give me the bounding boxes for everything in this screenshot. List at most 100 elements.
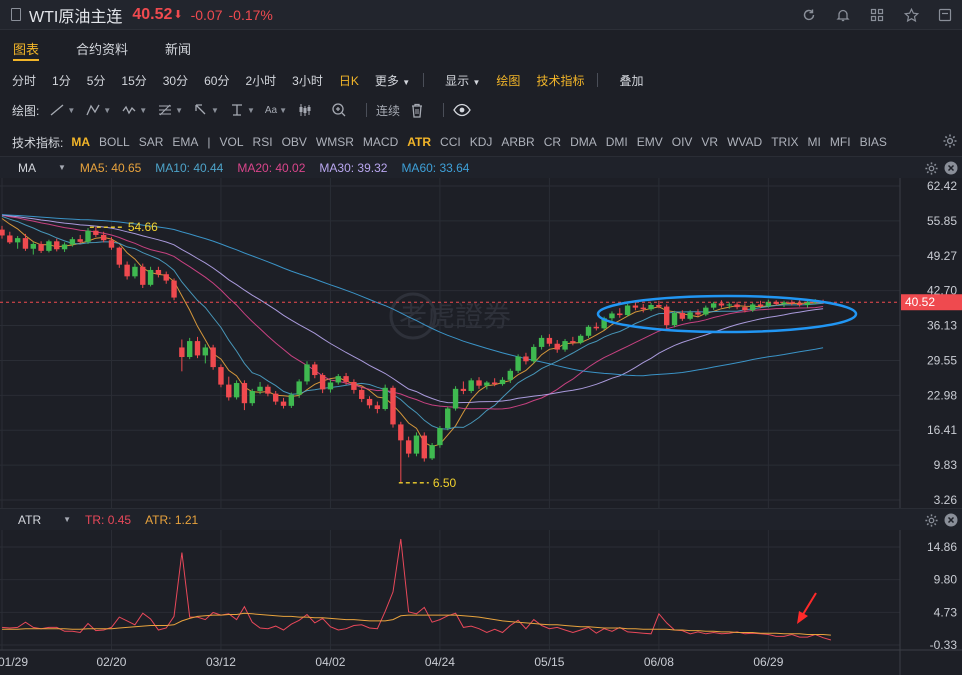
candle-body: [554, 343, 560, 350]
close-icon[interactable]: [944, 513, 958, 527]
candle-body: [499, 379, 506, 385]
indicator-bias[interactable]: BIAS: [859, 135, 887, 149]
grid-icon[interactable]: [860, 0, 894, 30]
indicator-wmsr[interactable]: WMSR: [315, 135, 354, 149]
period-5min[interactable]: 5分: [86, 73, 106, 88]
candle-body: [163, 274, 169, 281]
indicator-emv[interactable]: EMV: [636, 135, 663, 149]
candle-tool-icon[interactable]: [297, 103, 313, 117]
indicators-toggle[interactable]: 技术指标: [536, 73, 585, 88]
period-2hour[interactable]: 2小时: [245, 73, 277, 88]
candle-body: [765, 301, 772, 307]
candle-body: [38, 243, 44, 251]
candle-body: [562, 341, 568, 350]
candle-body: [531, 346, 537, 362]
period-intraday[interactable]: 分时: [12, 73, 37, 88]
sub-indicator-name: ATR: [18, 512, 42, 527]
period-15min[interactable]: 15分: [121, 73, 147, 88]
candle-body: [304, 364, 310, 382]
text-tool-icon[interactable]: Aa ▼: [264, 104, 288, 116]
indicator-mi[interactable]: MI: [807, 135, 821, 149]
indicator-trix[interactable]: TRIX: [771, 135, 799, 149]
indicator-atr[interactable]: ATR: [407, 135, 432, 149]
indicator-obv[interactable]: OBV: [281, 135, 307, 149]
period-more-label: 更多: [374, 73, 399, 88]
period-1min[interactable]: 1分: [52, 73, 71, 88]
refresh-icon[interactable]: [792, 0, 826, 30]
polyline-tool-icon[interactable]: ▼: [85, 103, 111, 117]
tab-chart[interactable]: 图表: [13, 31, 40, 65]
atr-line: [2, 612, 831, 636]
indicator-rsi[interactable]: RSI: [252, 135, 273, 149]
indicator-macd[interactable]: MACD: [362, 135, 399, 149]
indicator-cci[interactable]: CCI: [440, 135, 461, 149]
arrow-tool-icon[interactable]: ▼: [193, 103, 219, 117]
ma5-line: [1, 218, 824, 448]
indicator-cr[interactable]: CR: [543, 135, 562, 149]
atr-line-chart[interactable]: 14.86 9.80 4.73 -0.33 01/29 02/20 03/12 04/02 04…: [0, 530, 962, 675]
indicator-settings-icon[interactable]: [942, 133, 958, 152]
candlestick-chart[interactable]: 老虎證券 54.66 6.50 62.42 55.85 49.27 42.70 36.13 29…: [0, 178, 962, 508]
indicator-ma[interactable]: MA: [71, 135, 91, 149]
caret-down-icon: ▼: [472, 77, 481, 87]
period-3hour[interactable]: 3小时: [292, 73, 323, 88]
star-icon[interactable]: [894, 0, 928, 30]
candle-body: [538, 337, 545, 347]
eye-icon[interactable]: [453, 103, 471, 117]
x-tick-label: 03/12: [206, 655, 236, 669]
candle-body: [85, 230, 91, 242]
gear-icon[interactable]: [924, 161, 939, 176]
zoom-icon[interactable]: [331, 102, 347, 118]
indicator-ema[interactable]: EMA: [172, 135, 199, 149]
candle-body: [577, 335, 584, 343]
price-chart[interactable]: 老虎證券 54.66 6.50 62.42 55.85 49.27 42.70 36.13 29…: [0, 178, 962, 508]
candle-body: [491, 382, 498, 385]
display-menu[interactable]: 显示 ▼: [445, 72, 480, 89]
wave-tool-icon[interactable]: ▼: [121, 103, 147, 117]
tab-contract-info[interactable]: 合约资料: [76, 41, 129, 57]
continuous-draw-toggle[interactable]: 连续: [376, 103, 401, 118]
annotation-arrow-icon: [801, 592, 817, 617]
indicator-oiv[interactable]: OIV: [671, 135, 693, 149]
gear-icon[interactable]: [924, 513, 939, 528]
indicator-dma[interactable]: DMA: [570, 135, 597, 149]
tab-news[interactable]: 新闻: [165, 41, 192, 57]
overlay-button[interactable]: 叠加: [619, 73, 644, 88]
trash-icon[interactable]: [410, 103, 424, 118]
indicator-mfi[interactable]: MFI: [829, 135, 851, 149]
period-daily[interactable]: 日K: [338, 73, 359, 88]
line-tool-icon[interactable]: ▼: [49, 103, 75, 117]
candle-body: [374, 405, 381, 410]
candle-body: [241, 383, 248, 404]
close-icon[interactable]: [944, 161, 958, 175]
candle-body: [390, 387, 396, 425]
caret-down-icon[interactable]: ▼: [63, 515, 72, 524]
candle-body: [437, 428, 443, 446]
indicator-boll[interactable]: BOLL: [99, 135, 130, 149]
toolbar-divider: [423, 73, 425, 87]
indicator-vr[interactable]: VR: [701, 135, 719, 149]
caret-down-icon[interactable]: ▼: [58, 163, 66, 172]
candle-body: [327, 382, 334, 390]
price-marker-tool-icon[interactable]: ▼: [229, 103, 255, 117]
indicator-vol[interactable]: VOL: [219, 135, 244, 149]
candle-body: [687, 312, 693, 319]
popout-window-icon[interactable]: [928, 0, 962, 30]
indicator-arbr[interactable]: ARBR: [501, 135, 535, 149]
candle-body: [726, 304, 732, 306]
indicator-kdj[interactable]: KDJ: [469, 135, 493, 149]
indicator-dmi[interactable]: DMI: [605, 135, 628, 149]
indicator-sar[interactable]: SAR: [138, 135, 164, 149]
period-30min[interactable]: 30分: [162, 73, 189, 88]
fibonacci-tool-icon[interactable]: ▼: [157, 103, 183, 117]
bell-icon[interactable]: [826, 0, 860, 30]
x-tick-label: 01/29: [0, 655, 28, 669]
candle-body: [468, 380, 474, 391]
y-tick-label: 36.13: [927, 319, 957, 333]
period-more[interactable]: 更多 ▼: [375, 72, 410, 89]
period-60min[interactable]: 60分: [204, 73, 230, 88]
draw-toggle[interactable]: 绘图: [496, 73, 521, 88]
atr-chart[interactable]: 14.86 9.80 4.73 -0.33 01/29 02/20 03/12 04/02 04…: [0, 530, 962, 675]
candle-body: [359, 389, 365, 399]
indicator-wvad[interactable]: WVAD: [727, 135, 763, 149]
